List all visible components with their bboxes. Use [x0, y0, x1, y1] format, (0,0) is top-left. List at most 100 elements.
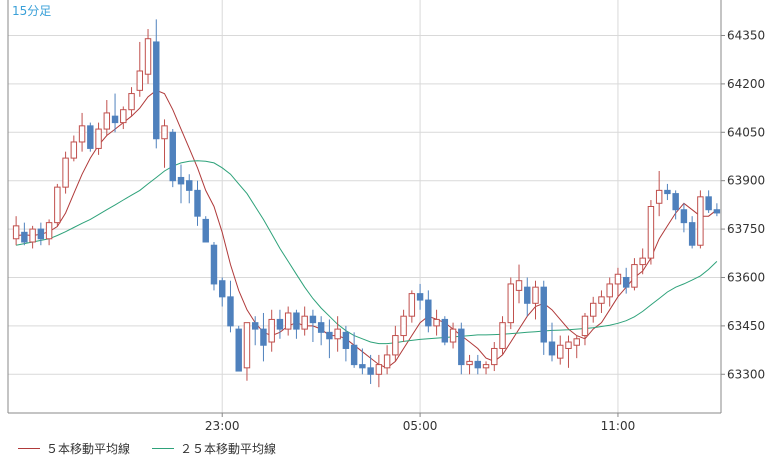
candle-body-down — [293, 312, 300, 330]
legend-item-ma25: ２５本移動平均線 — [152, 440, 276, 457]
candle-body-up — [161, 125, 168, 140]
candle-body-down — [260, 328, 267, 346]
candle — [705, 190, 712, 213]
candle-body-up — [136, 70, 144, 91]
candle — [227, 280, 234, 333]
candle — [186, 174, 193, 204]
candle-body-up — [95, 128, 102, 149]
candle — [614, 267, 622, 297]
candle-body-up — [128, 93, 135, 111]
candle — [664, 183, 671, 201]
candle — [631, 258, 638, 291]
candle — [243, 322, 251, 381]
candle — [350, 332, 358, 368]
candle — [251, 316, 259, 346]
candle-body-down — [194, 189, 201, 217]
candle-body-down — [474, 360, 482, 369]
candle — [713, 203, 721, 217]
candle — [12, 216, 20, 246]
candle — [598, 290, 605, 313]
y-tick-label: 63900 — [727, 174, 765, 188]
candle-body-up — [62, 157, 69, 188]
candle — [507, 277, 514, 330]
candle-body-down — [186, 180, 193, 191]
candle-body-up — [392, 335, 399, 356]
candle — [45, 219, 53, 246]
candle-body-down — [359, 364, 366, 369]
candle-body-up — [383, 354, 391, 369]
candle — [606, 277, 613, 307]
candle-body-down — [688, 222, 696, 246]
candle — [37, 222, 45, 246]
legend-swatch-ma25 — [152, 448, 175, 449]
candle-body-down — [177, 176, 185, 185]
timeframe-label: 15分足 — [12, 4, 51, 18]
candle-body-down — [664, 189, 671, 195]
candle — [293, 309, 300, 339]
candle-body-up — [598, 296, 605, 304]
candle-body-down — [37, 228, 45, 240]
candle-body-down — [276, 318, 284, 330]
candle — [359, 348, 366, 375]
candle-body-down — [202, 218, 209, 243]
candle-body-down — [21, 231, 28, 243]
candle — [219, 277, 226, 307]
candle — [309, 309, 317, 343]
candle — [655, 171, 663, 217]
candle — [532, 280, 539, 320]
candle-body-down — [367, 367, 374, 375]
candle — [688, 216, 696, 249]
legend-item-ma5: ５本移動平均線 — [18, 440, 130, 457]
candle — [29, 225, 36, 249]
candle — [78, 112, 86, 152]
legend: ５本移動平均線 ２５本移動平均線 — [18, 440, 276, 457]
y-tick-label: 64350 — [727, 28, 765, 42]
candle — [647, 200, 655, 265]
candle — [491, 342, 498, 372]
candle-body-up — [491, 347, 498, 366]
candle-body-up — [565, 341, 572, 349]
candle-body-down — [227, 296, 234, 327]
candle — [581, 312, 589, 346]
candle — [87, 122, 94, 152]
candle-body-up — [29, 228, 36, 243]
candle — [449, 322, 457, 349]
candle — [136, 41, 144, 97]
candle-body-down — [169, 131, 176, 182]
candle — [383, 345, 391, 375]
candle — [111, 93, 119, 133]
candle — [540, 280, 547, 355]
candle — [103, 100, 111, 136]
candle — [21, 222, 28, 246]
candle — [408, 290, 416, 323]
x-tick-label: 11:00 — [601, 419, 636, 433]
candle — [95, 122, 102, 155]
candle-body-up — [449, 328, 457, 343]
candle — [375, 354, 383, 388]
candle-body-up — [268, 318, 275, 343]
legend-label-ma5: ５本移動平均線 — [46, 442, 131, 456]
candle-body-down — [540, 286, 547, 343]
candle-body-up — [78, 125, 86, 143]
candle-body-up — [647, 206, 655, 259]
candle — [573, 335, 580, 359]
candle — [177, 164, 185, 204]
candle-body-up — [400, 315, 407, 337]
candle-body-up — [515, 280, 523, 291]
candle-body-down — [416, 293, 424, 301]
candle — [672, 190, 679, 220]
candle — [515, 264, 523, 304]
candle — [194, 180, 201, 226]
candle — [62, 151, 69, 194]
candle — [499, 316, 506, 355]
candle — [120, 106, 127, 130]
candle — [458, 322, 465, 375]
candle-body-down — [705, 196, 712, 211]
candles — [12, 19, 721, 388]
candle-body-up — [697, 196, 704, 246]
ma25-line — [16, 160, 718, 345]
candle-body-up — [243, 322, 251, 369]
candle-body-up — [103, 112, 111, 130]
candle — [54, 183, 61, 226]
